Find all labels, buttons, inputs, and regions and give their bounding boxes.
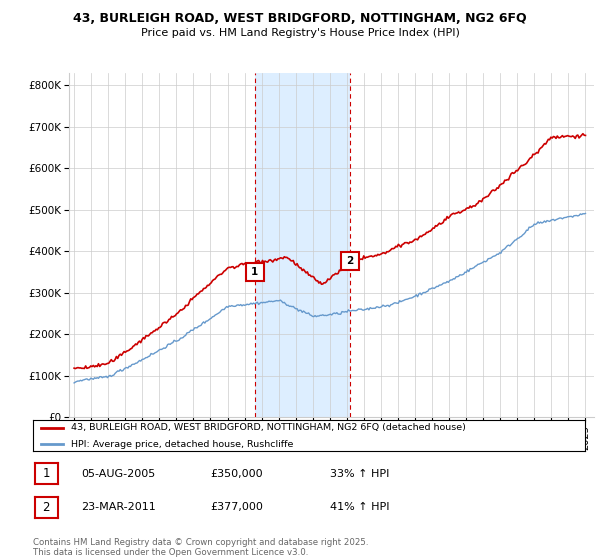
Text: 41% ↑ HPI: 41% ↑ HPI bbox=[330, 502, 389, 512]
Text: 2: 2 bbox=[347, 256, 354, 266]
Text: 05-AUG-2005: 05-AUG-2005 bbox=[81, 469, 155, 479]
Text: 23-MAR-2011: 23-MAR-2011 bbox=[81, 502, 156, 512]
Text: 43, BURLEIGH ROAD, WEST BRIDGFORD, NOTTINGHAM, NG2 6FQ (detached house): 43, BURLEIGH ROAD, WEST BRIDGFORD, NOTTI… bbox=[71, 423, 466, 432]
Text: 33% ↑ HPI: 33% ↑ HPI bbox=[330, 469, 389, 479]
Bar bbox=[255, 73, 350, 417]
Text: 2: 2 bbox=[43, 501, 50, 514]
Text: £350,000: £350,000 bbox=[210, 469, 263, 479]
Text: 1: 1 bbox=[251, 267, 259, 277]
Text: Price paid vs. HM Land Registry's House Price Index (HPI): Price paid vs. HM Land Registry's House … bbox=[140, 28, 460, 38]
Text: 1: 1 bbox=[43, 467, 50, 480]
Text: £377,000: £377,000 bbox=[210, 502, 263, 512]
Text: HPI: Average price, detached house, Rushcliffe: HPI: Average price, detached house, Rush… bbox=[71, 440, 293, 449]
Text: 43, BURLEIGH ROAD, WEST BRIDGFORD, NOTTINGHAM, NG2 6FQ: 43, BURLEIGH ROAD, WEST BRIDGFORD, NOTTI… bbox=[73, 12, 527, 25]
Text: Contains HM Land Registry data © Crown copyright and database right 2025.
This d: Contains HM Land Registry data © Crown c… bbox=[33, 538, 368, 557]
